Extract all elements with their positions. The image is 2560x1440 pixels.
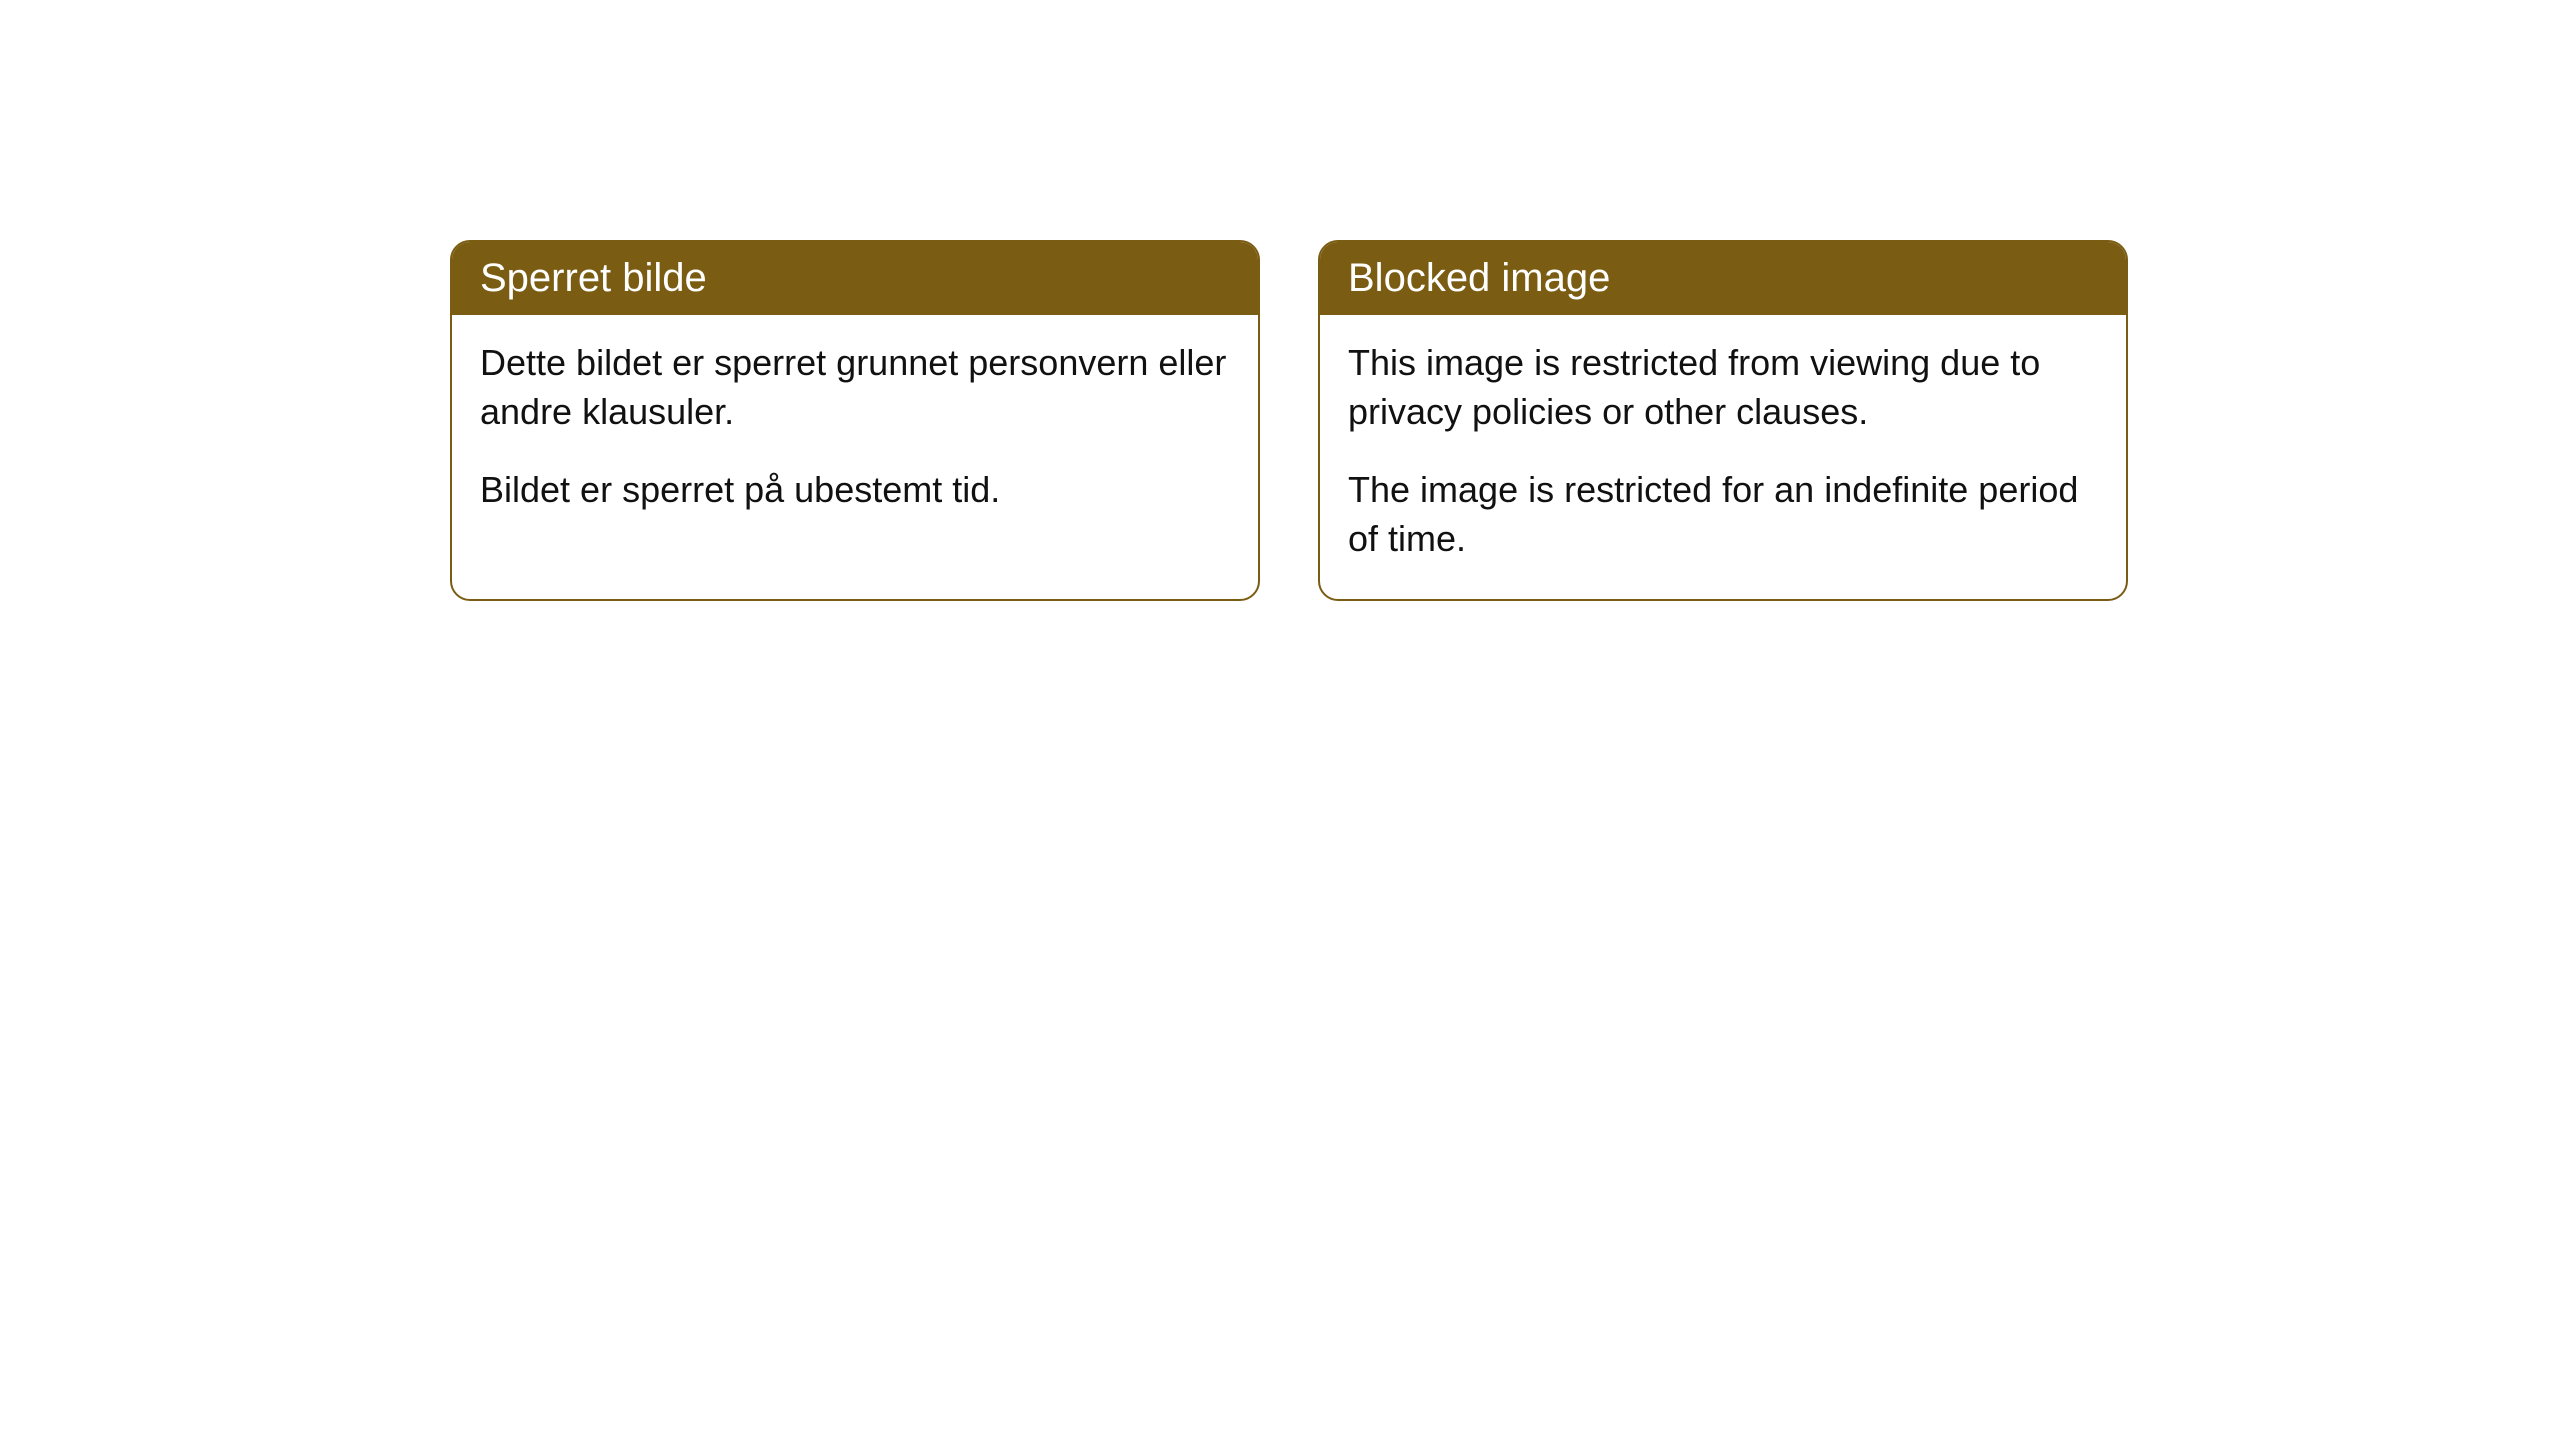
notice-card-english: Blocked image This image is restricted f… <box>1318 240 2128 601</box>
card-paragraph: Bildet er sperret på ubestemt tid. <box>480 466 1230 515</box>
card-header: Sperret bilde <box>452 242 1258 315</box>
card-body: Dette bildet er sperret grunnet personve… <box>452 315 1258 551</box>
card-header: Blocked image <box>1320 242 2126 315</box>
card-title: Sperret bilde <box>480 256 707 300</box>
card-paragraph: Dette bildet er sperret grunnet personve… <box>480 339 1230 436</box>
card-body: This image is restricted from viewing du… <box>1320 315 2126 599</box>
notice-card-norwegian: Sperret bilde Dette bildet er sperret gr… <box>450 240 1260 601</box>
card-paragraph: This image is restricted from viewing du… <box>1348 339 2098 436</box>
card-title: Blocked image <box>1348 256 1610 300</box>
card-paragraph: The image is restricted for an indefinit… <box>1348 466 2098 563</box>
notice-cards-container: Sperret bilde Dette bildet er sperret gr… <box>450 240 2560 601</box>
